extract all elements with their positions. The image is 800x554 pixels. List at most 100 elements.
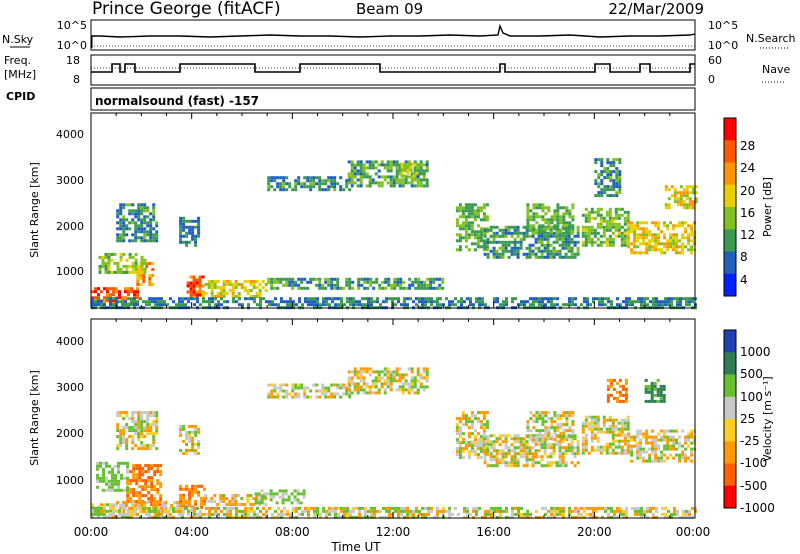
power-cell-5 (399, 286, 403, 290)
velocity-cell-9 (179, 430, 183, 434)
power-cell-9 (279, 176, 283, 180)
velocity-cell-17 (639, 429, 643, 433)
velocity-cell-7 (511, 509, 514, 513)
velocity-cell-17 (681, 453, 685, 457)
velocity-cell-15 (608, 451, 612, 455)
velocity-cell-15 (626, 424, 630, 428)
velocity-cell-7 (226, 506, 229, 510)
velocity-cell-4 (194, 487, 198, 491)
velocity-cell-8 (116, 423, 120, 427)
power-cell-9 (267, 185, 271, 189)
velocity-cell-12 (464, 420, 468, 424)
velocity-cell-7 (148, 512, 151, 516)
power-cell-3 (110, 270, 114, 274)
power-cell-10 (356, 184, 360, 188)
velocity-cell-7 (472, 506, 475, 510)
power-cell-6 (433, 300, 436, 304)
power-cell-6 (103, 303, 106, 307)
velocity-cell-5 (234, 503, 238, 506)
velocity-cell-7 (640, 506, 643, 510)
velocity-cell-1 (159, 482, 163, 486)
power-cell-6 (598, 297, 601, 301)
power-cell-6 (643, 303, 646, 307)
velocity-cell-11 (368, 388, 372, 392)
velocity-cell-7 (556, 506, 559, 510)
power-cell-10 (392, 178, 396, 182)
power-cell-6 (478, 303, 481, 307)
velocity-cell-2 (96, 476, 99, 480)
velocity-cbar-swatch-4 (724, 419, 736, 442)
velocity-cell-6 (302, 489, 306, 493)
velocity-cell-1 (138, 491, 142, 495)
velocity-cell-13 (573, 434, 577, 438)
velocity-cell-7 (457, 512, 460, 516)
velocity-cell-8 (149, 411, 153, 415)
velocity-cell-15 (626, 439, 630, 443)
velocity-cell-7 (370, 512, 373, 516)
velocity-cell-7 (319, 512, 322, 516)
velocity-cell-7 (544, 512, 547, 516)
power-cell-1 (148, 262, 152, 265)
power-cell-6 (100, 300, 103, 304)
velocity-cell-15 (605, 451, 609, 455)
velocity-cell-7 (613, 509, 616, 513)
power-cell-8 (185, 225, 189, 229)
power-cell-6 (418, 297, 421, 301)
power-cell-6 (370, 300, 373, 304)
power-cell-13 (495, 252, 499, 256)
power-cell-16 (612, 164, 616, 168)
power-cell-8 (197, 228, 201, 232)
power-cell-7 (122, 203, 126, 207)
power-cell-6 (340, 303, 343, 307)
power-cell-8 (194, 237, 198, 241)
velocity-cell-8 (122, 429, 126, 433)
power-cell-15 (608, 240, 612, 244)
power-cell-15 (623, 237, 627, 241)
power-cell-9 (291, 188, 295, 192)
power-cell-6 (325, 297, 328, 301)
velocity-cell-13 (504, 434, 508, 438)
velocity-cell-7 (403, 509, 406, 513)
power-cell-10 (356, 160, 360, 164)
power-cell-0 (136, 290, 139, 294)
velocity-cell-15 (590, 424, 594, 428)
velocity-cell-8 (155, 426, 159, 430)
velocity-cell-7 (271, 512, 274, 516)
power-cell-5 (291, 280, 295, 284)
velocity-cell-7 (124, 506, 127, 510)
velocity-cell-7 (214, 509, 217, 513)
velocity-cell-17 (663, 447, 667, 451)
velocity-cell-7 (559, 512, 562, 516)
power-cell-6 (376, 297, 379, 301)
power-cbar-label: Power [dB] (761, 177, 774, 237)
power-cell-17 (681, 221, 685, 225)
power-cell-7 (134, 224, 138, 228)
velocity-cell-7 (211, 512, 214, 516)
power-cell-1 (142, 280, 146, 283)
station-title: Prince George (fitACF) (92, 0, 281, 19)
velocity-cell-4 (182, 502, 186, 506)
velocity-cell-11 (386, 370, 390, 374)
power-cell-17 (663, 233, 667, 237)
velocity-cell-8 (116, 444, 120, 448)
velocity-cell-13 (489, 446, 493, 450)
velocity-cell-7 (148, 515, 151, 519)
power-cell-6 (100, 303, 103, 307)
power-cell-14 (562, 212, 566, 216)
velocity-cell-9 (179, 427, 183, 431)
power-cell-16 (594, 170, 598, 174)
velocity-cell-13 (483, 446, 487, 450)
power-cell-4 (234, 286, 238, 289)
power-cell-10 (389, 163, 393, 167)
power-cell-5 (291, 283, 295, 287)
power-cell-10 (422, 169, 426, 173)
power-cell-14 (544, 206, 548, 210)
power-cell-12 (461, 221, 465, 225)
velocity-cell-11 (356, 376, 360, 380)
velocity-cell-2 (111, 476, 114, 480)
velocity-cbar-swatch-1 (724, 352, 736, 375)
velocity-cell-8 (122, 426, 126, 430)
power-cell-0 (127, 290, 130, 294)
velocity-cell-14 (541, 420, 545, 424)
velocity-cell-7 (253, 515, 256, 519)
